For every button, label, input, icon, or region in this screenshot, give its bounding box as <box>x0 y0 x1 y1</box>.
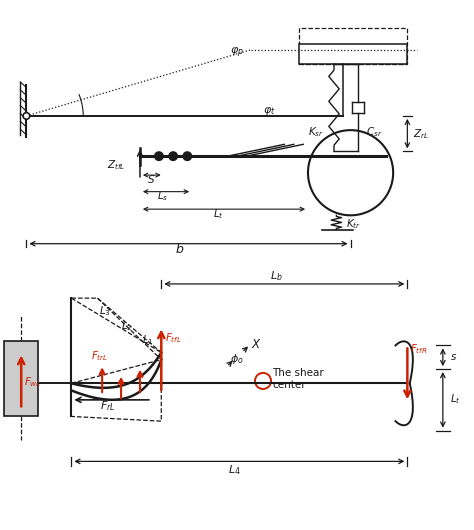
Text: $F_{wL}$: $F_{wL}$ <box>24 376 42 390</box>
Text: $L_4$: $L_4$ <box>228 463 240 477</box>
Circle shape <box>23 113 30 119</box>
Text: $\phi_o$: $\phi_o$ <box>230 352 244 366</box>
Text: $L_s$: $L_s$ <box>156 190 168 204</box>
Text: $K_{sr}$: $K_{sr}$ <box>308 125 324 139</box>
Text: $F_{tfL}$: $F_{tfL}$ <box>165 331 182 345</box>
Text: $K_{tr}$: $K_{tr}$ <box>346 217 361 231</box>
Text: $L_2$: $L_2$ <box>121 319 133 333</box>
Text: $b$: $b$ <box>175 242 185 256</box>
Bar <box>299 45 407 64</box>
Text: $\varphi_t$: $\varphi_t$ <box>263 104 276 117</box>
Text: $C_{sr}$: $C_{sr}$ <box>366 125 382 139</box>
Text: $Z_{tfL}$: $Z_{tfL}$ <box>107 158 125 172</box>
Text: $F_{tfR}$: $F_{tfR}$ <box>410 342 428 356</box>
Text: $s$: $s$ <box>450 351 457 361</box>
Text: $F_{trL}$: $F_{trL}$ <box>91 350 109 364</box>
Text: The shear
center: The shear center <box>273 368 324 390</box>
Text: $L_t$: $L_t$ <box>213 208 224 222</box>
Bar <box>4 341 38 417</box>
Text: $L_t$: $L_t$ <box>450 392 461 406</box>
Text: $X$: $X$ <box>251 338 262 351</box>
Circle shape <box>169 152 177 161</box>
Text: $L_3$: $L_3$ <box>99 305 110 319</box>
Text: $L_1$: $L_1$ <box>142 333 154 347</box>
Text: $L_b$: $L_b$ <box>270 269 283 283</box>
Text: $Z_{rL}$: $Z_{rL}$ <box>413 127 429 141</box>
Circle shape <box>183 152 191 161</box>
Circle shape <box>155 152 163 161</box>
Text: $F_{rL}$: $F_{rL}$ <box>100 399 115 413</box>
Text: $S$: $S$ <box>147 173 155 185</box>
Bar <box>299 29 407 64</box>
Text: $\varphi_p$: $\varphi_p$ <box>230 46 244 60</box>
